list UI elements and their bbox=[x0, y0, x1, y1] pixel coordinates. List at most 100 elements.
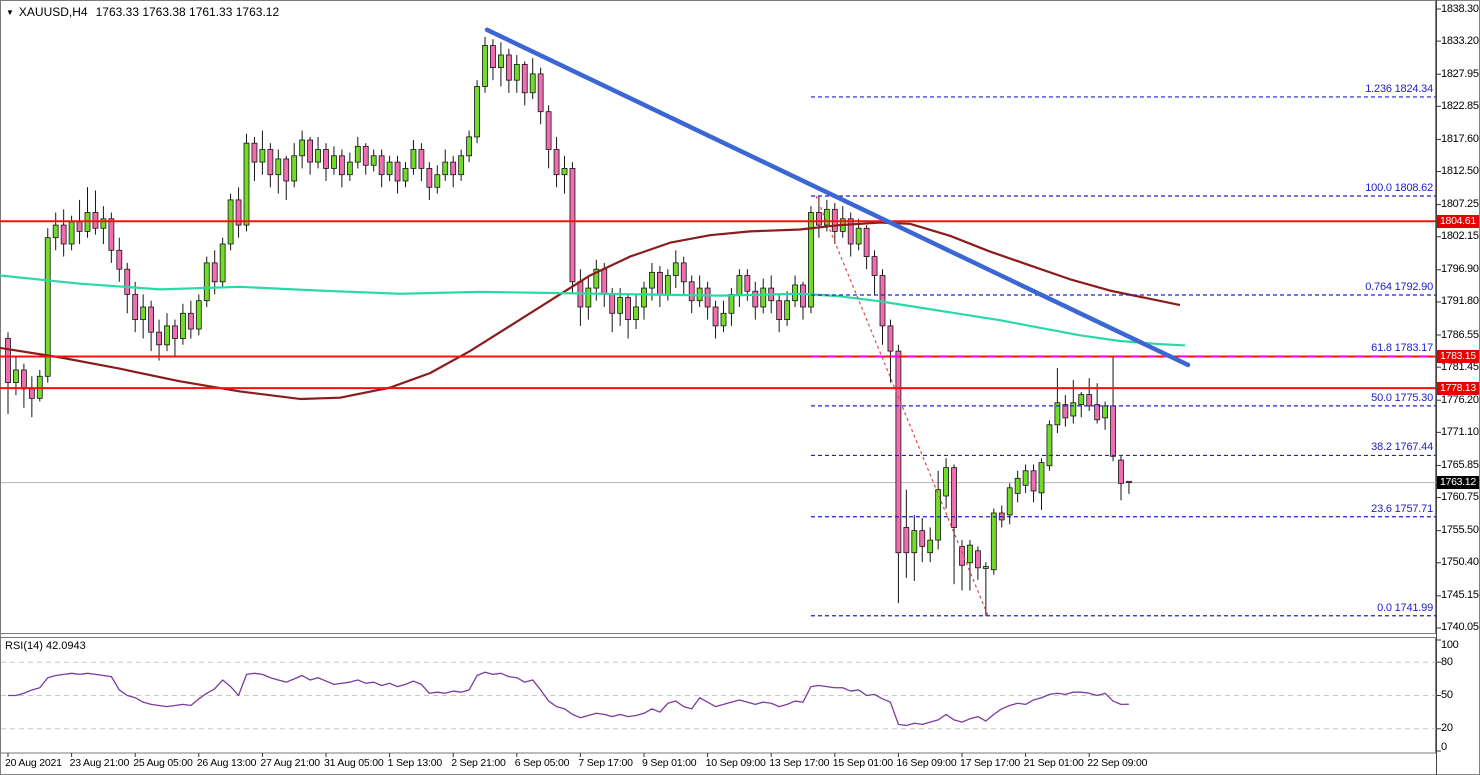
bull-candle bbox=[1102, 405, 1108, 419]
price-axis-tick: 1838.30 bbox=[1441, 2, 1479, 15]
bear-candle bbox=[657, 271, 663, 295]
bear-candle bbox=[418, 149, 425, 169]
price-axis-tick: 1833.20 bbox=[1441, 34, 1479, 47]
time-axis-label: 17 Sep 17:00 bbox=[960, 757, 1021, 769]
bear-candle bbox=[187, 312, 194, 330]
time-axis-label: 20 Aug 2021 bbox=[5, 757, 62, 769]
bull-candle bbox=[299, 139, 306, 157]
bull-candle bbox=[291, 155, 298, 182]
bull-candle bbox=[354, 145, 361, 163]
bear-candle bbox=[307, 139, 314, 163]
time-axis-label: 21 Sep 01:00 bbox=[1023, 757, 1084, 769]
bull-candle bbox=[529, 73, 536, 94]
rsi-line bbox=[8, 671, 1129, 727]
symbol-period-label: XAUUSD,H4 bbox=[18, 5, 88, 19]
time-axis-label: 22 Sep 09:00 bbox=[1087, 757, 1148, 769]
price-axis-tick: 1802.15 bbox=[1441, 230, 1479, 243]
symbol-menu-triangle-icon[interactable]: ▼ bbox=[6, 8, 14, 17]
price-axis-tick: 1791.80 bbox=[1441, 295, 1479, 308]
bull-candle bbox=[331, 155, 337, 169]
bull-candle bbox=[990, 512, 997, 571]
bull-candle bbox=[1022, 470, 1029, 486]
bear-candle bbox=[871, 256, 878, 276]
bull-candle bbox=[935, 489, 942, 541]
bear-candle bbox=[1110, 405, 1116, 457]
bull-candle bbox=[1014, 477, 1021, 494]
time-axis-label: 26 Aug 13:00 bbox=[196, 757, 257, 769]
bull-candle bbox=[259, 149, 266, 163]
bull-candle bbox=[442, 161, 449, 176]
time-axis-label: 27 Aug 21:00 bbox=[260, 757, 320, 769]
price-axis-tick: 1817.60 bbox=[1441, 132, 1479, 145]
bull-candle bbox=[720, 312, 727, 327]
fib-level-label: 38.2 1767.44 bbox=[1371, 441, 1433, 454]
price-axis-tick: 1796.90 bbox=[1441, 263, 1479, 276]
price-axis-tick: 1776.20 bbox=[1441, 393, 1479, 406]
bear-candle bbox=[5, 338, 11, 383]
bull-candle bbox=[474, 86, 480, 138]
bear-candle bbox=[776, 300, 783, 320]
rsi-indicator-label: RSI(14) 42.0943 bbox=[5, 640, 86, 652]
bear-candle bbox=[553, 149, 560, 176]
bull-candle bbox=[315, 149, 321, 163]
bear-candle bbox=[450, 161, 457, 176]
bull-candle bbox=[823, 208, 830, 226]
price-axis-tick: 1812.50 bbox=[1441, 165, 1479, 178]
price-tag: 1804.61 bbox=[1437, 214, 1479, 228]
time-axis-label: 23 Aug 21:00 bbox=[69, 757, 130, 769]
price-axis-tick: 1781.45 bbox=[1441, 360, 1479, 373]
bull-candle bbox=[728, 293, 735, 314]
bear-candle bbox=[362, 145, 369, 166]
rsi-axis-tick: 80 bbox=[1441, 655, 1453, 668]
price-axis-tick: 1807.25 bbox=[1441, 198, 1479, 211]
bull-candle bbox=[275, 158, 282, 176]
price-axis-tick: 1786.55 bbox=[1441, 328, 1479, 341]
bear-candle bbox=[132, 293, 139, 320]
bull-candle bbox=[943, 467, 949, 497]
bear-candle bbox=[752, 290, 759, 308]
bear-candle bbox=[800, 284, 806, 308]
bull-candle bbox=[458, 155, 465, 176]
bull-candle bbox=[370, 155, 377, 166]
bull-candle bbox=[164, 325, 170, 346]
fib-level-label: 50.0 1775.30 bbox=[1371, 391, 1433, 404]
bear-candle bbox=[116, 249, 123, 270]
price-tag: 1783.15 bbox=[1437, 349, 1479, 363]
bear-candle bbox=[323, 149, 329, 169]
rsi-axis-tick: 20 bbox=[1441, 722, 1453, 735]
bear-candle bbox=[537, 73, 544, 113]
bear-candle bbox=[601, 268, 608, 295]
bear-candle bbox=[490, 45, 496, 68]
time-axis-label: 7 Sep 17:00 bbox=[578, 757, 633, 769]
bear-candle bbox=[211, 262, 218, 283]
bull-candle bbox=[760, 287, 767, 308]
bull-candle bbox=[497, 54, 504, 68]
bull-candle bbox=[434, 174, 441, 188]
bull-candle bbox=[672, 262, 679, 276]
price-axis-tick: 1750.40 bbox=[1441, 556, 1479, 569]
time-axis-label: 9 Sep 01:00 bbox=[642, 757, 697, 769]
bull-candle bbox=[52, 224, 59, 239]
bull-candle bbox=[561, 167, 568, 176]
bear-candle bbox=[20, 369, 27, 390]
bear-candle bbox=[283, 158, 290, 182]
bull-candle bbox=[402, 167, 409, 182]
bear-candle bbox=[1030, 470, 1037, 492]
chart-title: ▼ XAUUSD,H4 1763.33 1763.38 1761.33 1763.1… bbox=[6, 5, 279, 19]
fib-level-label: 23.6 1757.71 bbox=[1371, 502, 1433, 515]
bull-candle bbox=[195, 300, 202, 330]
bull-candle bbox=[641, 287, 647, 308]
fib-level-label: 0.764 1792.90 bbox=[1365, 281, 1433, 294]
bull-candle bbox=[808, 212, 814, 308]
bear-candle bbox=[863, 227, 870, 257]
bear-candle bbox=[712, 306, 719, 327]
bull-candle bbox=[179, 312, 186, 339]
time-axis-label: 15 Sep 01:00 bbox=[832, 757, 893, 769]
bull-candle bbox=[466, 136, 473, 157]
time-axis-label: 6 Sep 05:00 bbox=[514, 757, 570, 769]
time-axis-label: 13 Sep 17:00 bbox=[769, 757, 830, 769]
bear-candle bbox=[744, 275, 751, 292]
bull-candle bbox=[243, 142, 250, 226]
